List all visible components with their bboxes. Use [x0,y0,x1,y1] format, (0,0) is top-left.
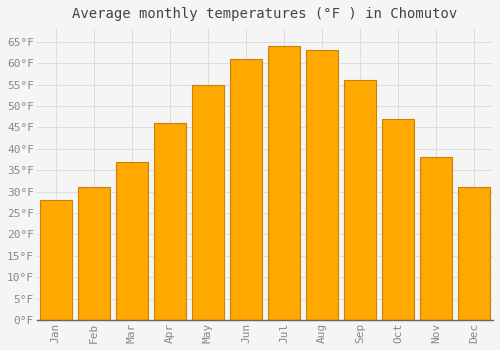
Bar [268,46,300,320]
Bar [230,59,262,320]
Bar [420,158,452,320]
Bar [78,187,110,320]
Bar [154,123,186,320]
Bar [458,187,490,320]
Bar [116,162,148,320]
Bar [306,50,338,320]
Bar [192,85,224,320]
Bar [382,119,414,320]
Bar [344,80,376,320]
Bar [40,200,72,320]
Title: Average monthly temperatures (°F ) in Chomutov: Average monthly temperatures (°F ) in Ch… [72,7,458,21]
